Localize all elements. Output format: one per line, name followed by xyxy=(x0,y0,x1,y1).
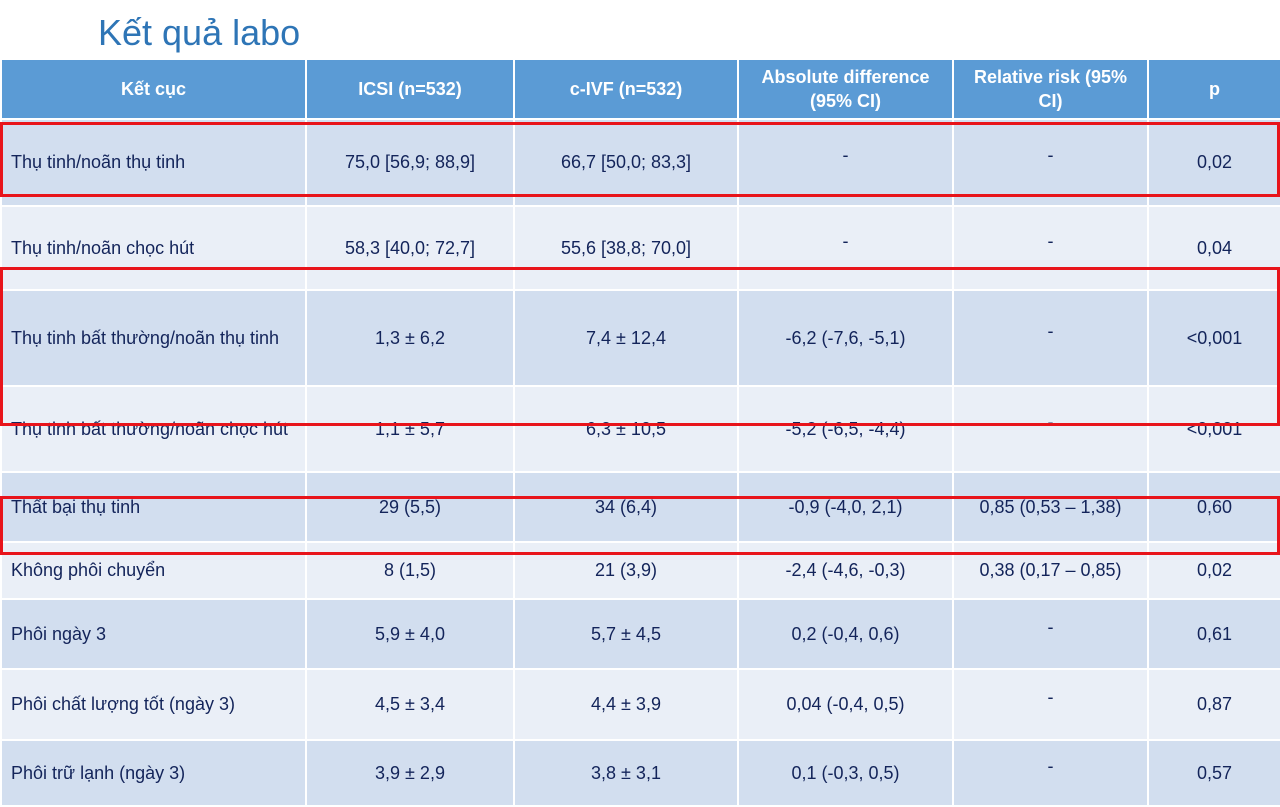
cell-outcome: Không phôi chuyển xyxy=(0,541,307,600)
cell-civf: 66,7 [50,0; 83,3] xyxy=(513,118,739,207)
cell-abs-diff: 0,2 (-0,4, 0,6) xyxy=(737,598,954,670)
table-row: Không phôi chuyển 8 (1,5) 21 (3,9) -2,4 (-4… xyxy=(0,541,1280,600)
cell-abs-diff: -0,9 (-4,0, 2,1) xyxy=(737,471,954,543)
cell-outcome: Phôi ngày 3 xyxy=(0,598,307,670)
cell-civf: 7,4 ± 12,4 xyxy=(513,289,739,387)
cell-icsi: 29 (5,5) xyxy=(305,471,515,543)
cell-outcome: Thụ tinh/noãn thụ tinh xyxy=(0,118,307,207)
cell-icsi: 58,3 [40,0; 72,7] xyxy=(305,205,515,291)
table-row: Phôi trữ lạnh (ngày 3) 3,9 ± 2,9 3,8 ± 3,1… xyxy=(0,739,1280,807)
cell-civf: 34 (6,4) xyxy=(513,471,739,543)
table-row: Phôi ngày 3 5,9 ± 4,0 5,7 ± 4,5 0,2 (-0,4, … xyxy=(0,598,1280,670)
cell-p: 0,87 xyxy=(1147,668,1280,741)
header-relative-risk: Relative risk (95% CI) xyxy=(952,58,1149,120)
table-row: Thụ tinh bất thường/noãn thụ tinh 1,3 ± 6… xyxy=(0,289,1280,387)
cell-civf: 6,3 ± 10,5 xyxy=(513,385,739,473)
slide-title: Kết quả labo xyxy=(98,12,301,53)
cell-relative-risk: - xyxy=(952,118,1149,207)
cell-p: 0,04 xyxy=(1147,205,1280,291)
cell-outcome: Phôi trữ lạnh (ngày 3) xyxy=(0,739,307,807)
cell-p: 0,61 xyxy=(1147,598,1280,670)
cell-icsi: 1,1 ± 5,7 xyxy=(305,385,515,473)
header-icsi: ICSI (n=532) xyxy=(305,58,515,120)
cell-icsi: 1,3 ± 6,2 xyxy=(305,289,515,387)
table-row: Thụ tinh bất thường/noãn chọc hút 1,1 ± 5… xyxy=(0,385,1280,473)
cell-abs-diff: -5,2 (-6,5, -4,4) xyxy=(737,385,954,473)
cell-icsi: 8 (1,5) xyxy=(305,541,515,600)
cell-p: 0,02 xyxy=(1147,541,1280,600)
cell-p: 0,02 xyxy=(1147,118,1280,207)
cell-relative-risk: - xyxy=(952,205,1149,291)
cell-relative-risk: - xyxy=(952,289,1149,387)
header-civf: c-IVF (n=532) xyxy=(513,58,739,120)
cell-relative-risk: - xyxy=(952,668,1149,741)
cell-p: <0,001 xyxy=(1147,385,1280,473)
cell-outcome: Thụ tinh/noãn chọc hút xyxy=(0,205,307,291)
header-row: Kết cục ICSI (n=532) c-IVF (n=532) Absol… xyxy=(0,58,1280,120)
header-p: p xyxy=(1147,58,1280,120)
header-abs-diff: Absolute difference (95% CI) xyxy=(737,58,954,120)
cell-relative-risk: - xyxy=(952,739,1149,807)
cell-outcome: Thụ tinh bất thường/noãn thụ tinh xyxy=(0,289,307,387)
cell-icsi: 3,9 ± 2,9 xyxy=(305,739,515,807)
cell-abs-diff: -6,2 (-7,6, -5,1) xyxy=(737,289,954,387)
cell-outcome: Thụ tinh bất thường/noãn chọc hút xyxy=(0,385,307,473)
cell-outcome: Phôi chất lượng tốt (ngày 3) xyxy=(0,668,307,741)
cell-relative-risk: - xyxy=(952,598,1149,670)
cell-icsi: 75,0 [56,9; 88,9] xyxy=(305,118,515,207)
cell-abs-diff: - xyxy=(737,118,954,207)
cell-civf: 21 (3,9) xyxy=(513,541,739,600)
cell-p: 0,57 xyxy=(1147,739,1280,807)
cell-p: 0,60 xyxy=(1147,471,1280,543)
cell-abs-diff: 0,1 (-0,3, 0,5) xyxy=(737,739,954,807)
cell-abs-diff: -2,4 (-4,6, -0,3) xyxy=(737,541,954,600)
cell-civf: 5,7 ± 4,5 xyxy=(513,598,739,670)
table-row: Thụ tinh/noãn thụ tinh 75,0 [56,9; 88,9] 6… xyxy=(0,118,1280,207)
cell-civf: 55,6 [38,8; 70,0] xyxy=(513,205,739,291)
table-row: Phôi chất lượng tốt (ngày 3) 4,5 ± 3,4 4,4… xyxy=(0,668,1280,741)
table-row: Thụ tinh/noãn chọc hút 58,3 [40,0; 72,7] 5… xyxy=(0,205,1280,291)
cell-abs-diff: 0,04 (-0,4, 0,5) xyxy=(737,668,954,741)
cell-outcome: Thất bại thụ tinh xyxy=(0,471,307,543)
cell-icsi: 4,5 ± 3,4 xyxy=(305,668,515,741)
results-table: Kết cục ICSI (n=532) c-IVF (n=532) Absol… xyxy=(0,58,1280,807)
cell-relative-risk: 0,38 (0,17 – 0,85) xyxy=(952,541,1149,600)
cell-abs-diff: - xyxy=(737,205,954,291)
cell-civf: 4,4 ± 3,9 xyxy=(513,668,739,741)
table-row: Thất bại thụ tinh 29 (5,5) 34 (6,4) -0,9 (-… xyxy=(0,471,1280,543)
cell-relative-risk: - xyxy=(952,385,1149,473)
header-outcome: Kết cục xyxy=(0,58,307,120)
cell-icsi: 5,9 ± 4,0 xyxy=(305,598,515,670)
cell-civf: 3,8 ± 3,1 xyxy=(513,739,739,807)
cell-relative-risk: 0,85 (0,53 – 1,38) xyxy=(952,471,1149,543)
cell-p: <0,001 xyxy=(1147,289,1280,387)
